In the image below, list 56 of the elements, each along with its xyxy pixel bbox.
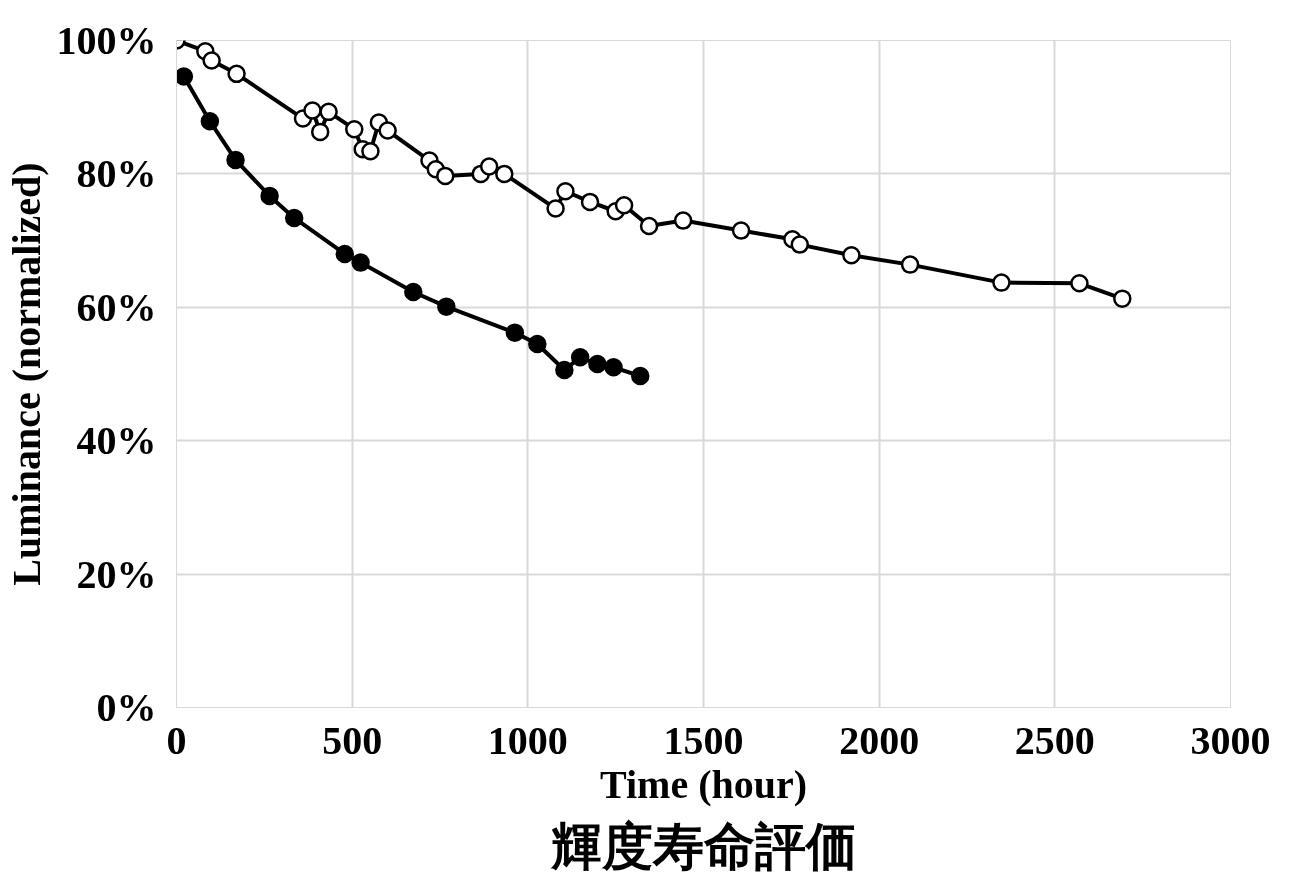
point bbox=[335, 244, 355, 264]
y-tick-label: 100% bbox=[56, 18, 157, 63]
x-tick-label: 3000 bbox=[1190, 717, 1271, 763]
point bbox=[900, 255, 920, 274]
x-tick-label: 500 bbox=[322, 717, 383, 763]
point bbox=[200, 111, 220, 131]
point bbox=[495, 164, 514, 184]
y-tick-label: 40% bbox=[76, 418, 157, 464]
point bbox=[351, 253, 370, 272]
point bbox=[404, 282, 423, 302]
y-tick-label: 80% bbox=[76, 151, 157, 197]
y-tick-label: 20% bbox=[76, 551, 157, 597]
point bbox=[631, 366, 650, 386]
point bbox=[310, 122, 330, 142]
point bbox=[227, 64, 246, 84]
point bbox=[505, 323, 525, 342]
point bbox=[604, 358, 623, 377]
point bbox=[731, 221, 751, 240]
point bbox=[202, 51, 221, 70]
text: 輝度寿命評価 bbox=[549, 816, 857, 876]
point bbox=[556, 182, 575, 201]
point bbox=[361, 141, 380, 161]
point bbox=[378, 121, 397, 140]
point bbox=[1113, 289, 1132, 308]
point bbox=[673, 211, 693, 230]
point bbox=[437, 297, 456, 316]
point bbox=[303, 101, 322, 120]
point bbox=[639, 216, 659, 236]
point bbox=[345, 119, 364, 139]
y-axis-title: Luminance (normalized) bbox=[3, 162, 49, 586]
point bbox=[436, 166, 455, 186]
point bbox=[176, 67, 194, 86]
x-tick-label: 1000 bbox=[487, 717, 568, 763]
y-tick-label: 0% bbox=[96, 685, 157, 730]
point bbox=[992, 273, 1011, 292]
point bbox=[260, 186, 279, 206]
point bbox=[528, 334, 547, 354]
point bbox=[1070, 274, 1089, 293]
point bbox=[479, 157, 499, 176]
x-tick-label: 2500 bbox=[1014, 717, 1095, 763]
x-tick-label: 2000 bbox=[839, 717, 920, 763]
point bbox=[580, 192, 600, 212]
point bbox=[570, 348, 590, 367]
point bbox=[614, 196, 634, 215]
point bbox=[555, 360, 574, 380]
point bbox=[546, 199, 565, 218]
y-tick-label: 60% bbox=[76, 284, 157, 330]
x-tick-label: 0 bbox=[166, 717, 187, 763]
point bbox=[226, 150, 245, 170]
point bbox=[319, 102, 338, 122]
point bbox=[790, 235, 810, 254]
point bbox=[588, 354, 607, 374]
point bbox=[284, 208, 304, 228]
x-tick-label: 1500 bbox=[663, 717, 744, 763]
x-axis-title: Time (hour) bbox=[599, 761, 808, 807]
point bbox=[842, 246, 861, 265]
